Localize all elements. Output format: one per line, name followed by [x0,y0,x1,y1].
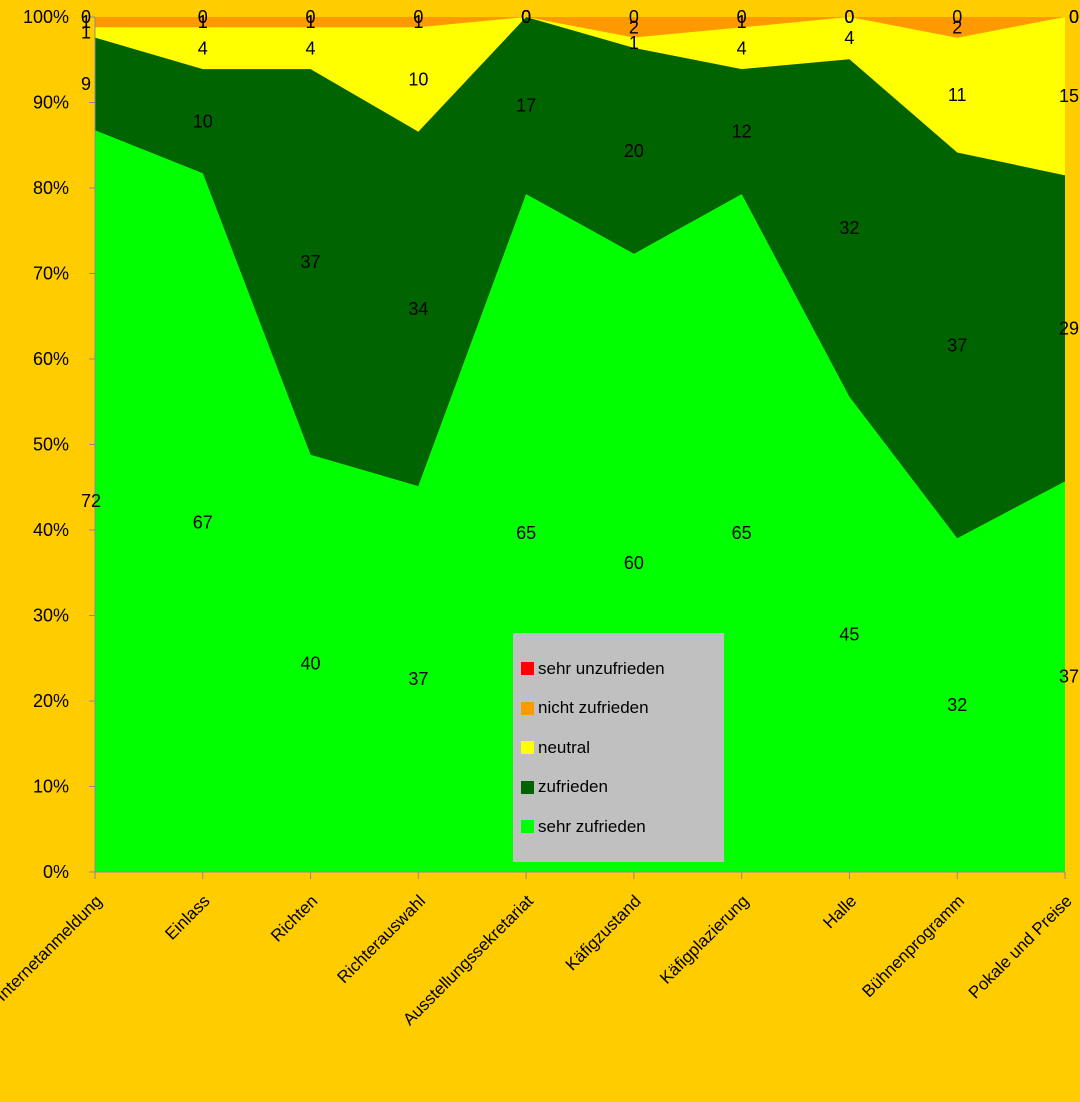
x-tick-label: Internetanmeldung [0,891,106,1005]
data-label: 10 [193,111,213,131]
data-label: 0 [1069,7,1079,27]
data-label: 32 [947,695,967,715]
legend-swatch [521,741,534,754]
data-label: 0 [521,7,531,27]
area-zufrieden [95,17,1065,539]
data-label: 1 [306,12,316,32]
data-label: 34 [408,299,428,319]
data-label: 65 [732,523,752,543]
data-label: 4 [306,38,316,58]
legend-label: sehr unzufrieden [538,658,665,678]
data-label: 4 [198,38,208,58]
x-tick-label: Einlass [161,891,213,943]
data-label: 65 [516,523,536,543]
data-label: 1 [81,12,91,32]
area-neutral [95,17,1065,176]
y-tick-label: 40% [33,520,69,540]
data-label: 32 [839,218,859,238]
data-label: 0 [952,7,962,27]
y-tick-label: 20% [33,691,69,711]
data-label: 1 [198,12,208,32]
data-label: 37 [947,335,967,355]
legend-swatch [521,662,534,675]
data-label: 15 [1059,86,1079,106]
data-label: 0 [306,7,316,27]
data-label: 0 [1069,7,1079,27]
y-tick-label: 50% [33,435,69,455]
y-tick-label: 70% [33,264,69,284]
data-label: 0 [521,7,531,27]
data-label: 12 [732,122,752,142]
data-label: 37 [301,252,321,272]
data-label: 0 [413,7,423,27]
data-label: 60 [624,553,644,573]
y-tick-label: 0% [43,862,69,882]
x-tick-label: Halle [819,891,860,932]
data-label: 37 [408,669,428,689]
data-labels: 7267403765606545323791037341720123237291… [81,7,1079,715]
legend-label: neutral [538,737,590,757]
y-tick-label: 30% [33,606,69,626]
x-tick-label: Käfigzustand [562,891,645,974]
data-label: 4 [737,38,747,58]
legend-label: nicht zufrieden [538,698,649,717]
legend-swatch [521,701,534,715]
data-label: 9 [81,74,91,94]
data-label: 0 [521,7,531,27]
legend-label: zufrieden [538,777,608,796]
data-label: 20 [624,141,644,161]
area-nicht-zufrieden [95,17,1065,38]
y-tick-label: 90% [33,93,69,113]
y-tick-label: 10% [33,777,69,797]
legend-swatch [521,820,534,833]
data-label: 0 [844,7,854,27]
area-sehr-zufrieden [95,130,1065,873]
legend-item: neutral [521,738,716,758]
x-tick-label: Pokale und Preise [965,891,1076,1002]
legend-swatch [521,780,534,794]
data-label: 1 [81,22,91,42]
data-label: 1 [629,33,639,53]
y-tick-label: 100% [23,7,69,27]
data-label: 17 [516,96,536,116]
areas [95,17,1065,873]
data-label: 0 [844,7,854,27]
data-label: 40 [301,653,321,673]
data-label: 4 [844,28,854,48]
y-tick-label: 60% [33,349,69,369]
data-label: 67 [193,513,213,533]
data-label: 72 [81,491,101,511]
legend-item: zufrieden [521,777,716,797]
x-tick-label: Käfigplazierung [656,891,752,987]
data-label: 0 [81,7,91,27]
legend-item: sehr unzufrieden [521,659,716,679]
data-label: 29 [1059,318,1079,338]
data-label: 1 [737,12,747,32]
data-label: 11 [948,85,967,105]
data-label: 0 [737,7,747,27]
x-tick-label: Richten [267,891,321,945]
data-label: 45 [839,625,859,645]
data-label: 10 [408,70,428,90]
legend-item: nicht zufrieden [521,698,716,718]
x-tick-label: Richterauswahl [334,891,430,987]
data-label: 37 [1059,667,1079,687]
legend-label: sehr zufrieden [538,816,646,836]
data-label: 2 [629,17,639,37]
data-label: 1 [413,12,423,32]
legend: sehr unzufrieden nicht zufrieden neutral zu… [513,633,724,862]
data-label: 0 [198,7,208,27]
x-tick-label: Bühnenprogramm [858,891,968,1001]
data-label: 2 [952,17,962,37]
legend-item: sehr zufrieden [521,817,716,837]
data-label: 0 [629,7,639,27]
y-tick-label: 80% [33,178,69,198]
